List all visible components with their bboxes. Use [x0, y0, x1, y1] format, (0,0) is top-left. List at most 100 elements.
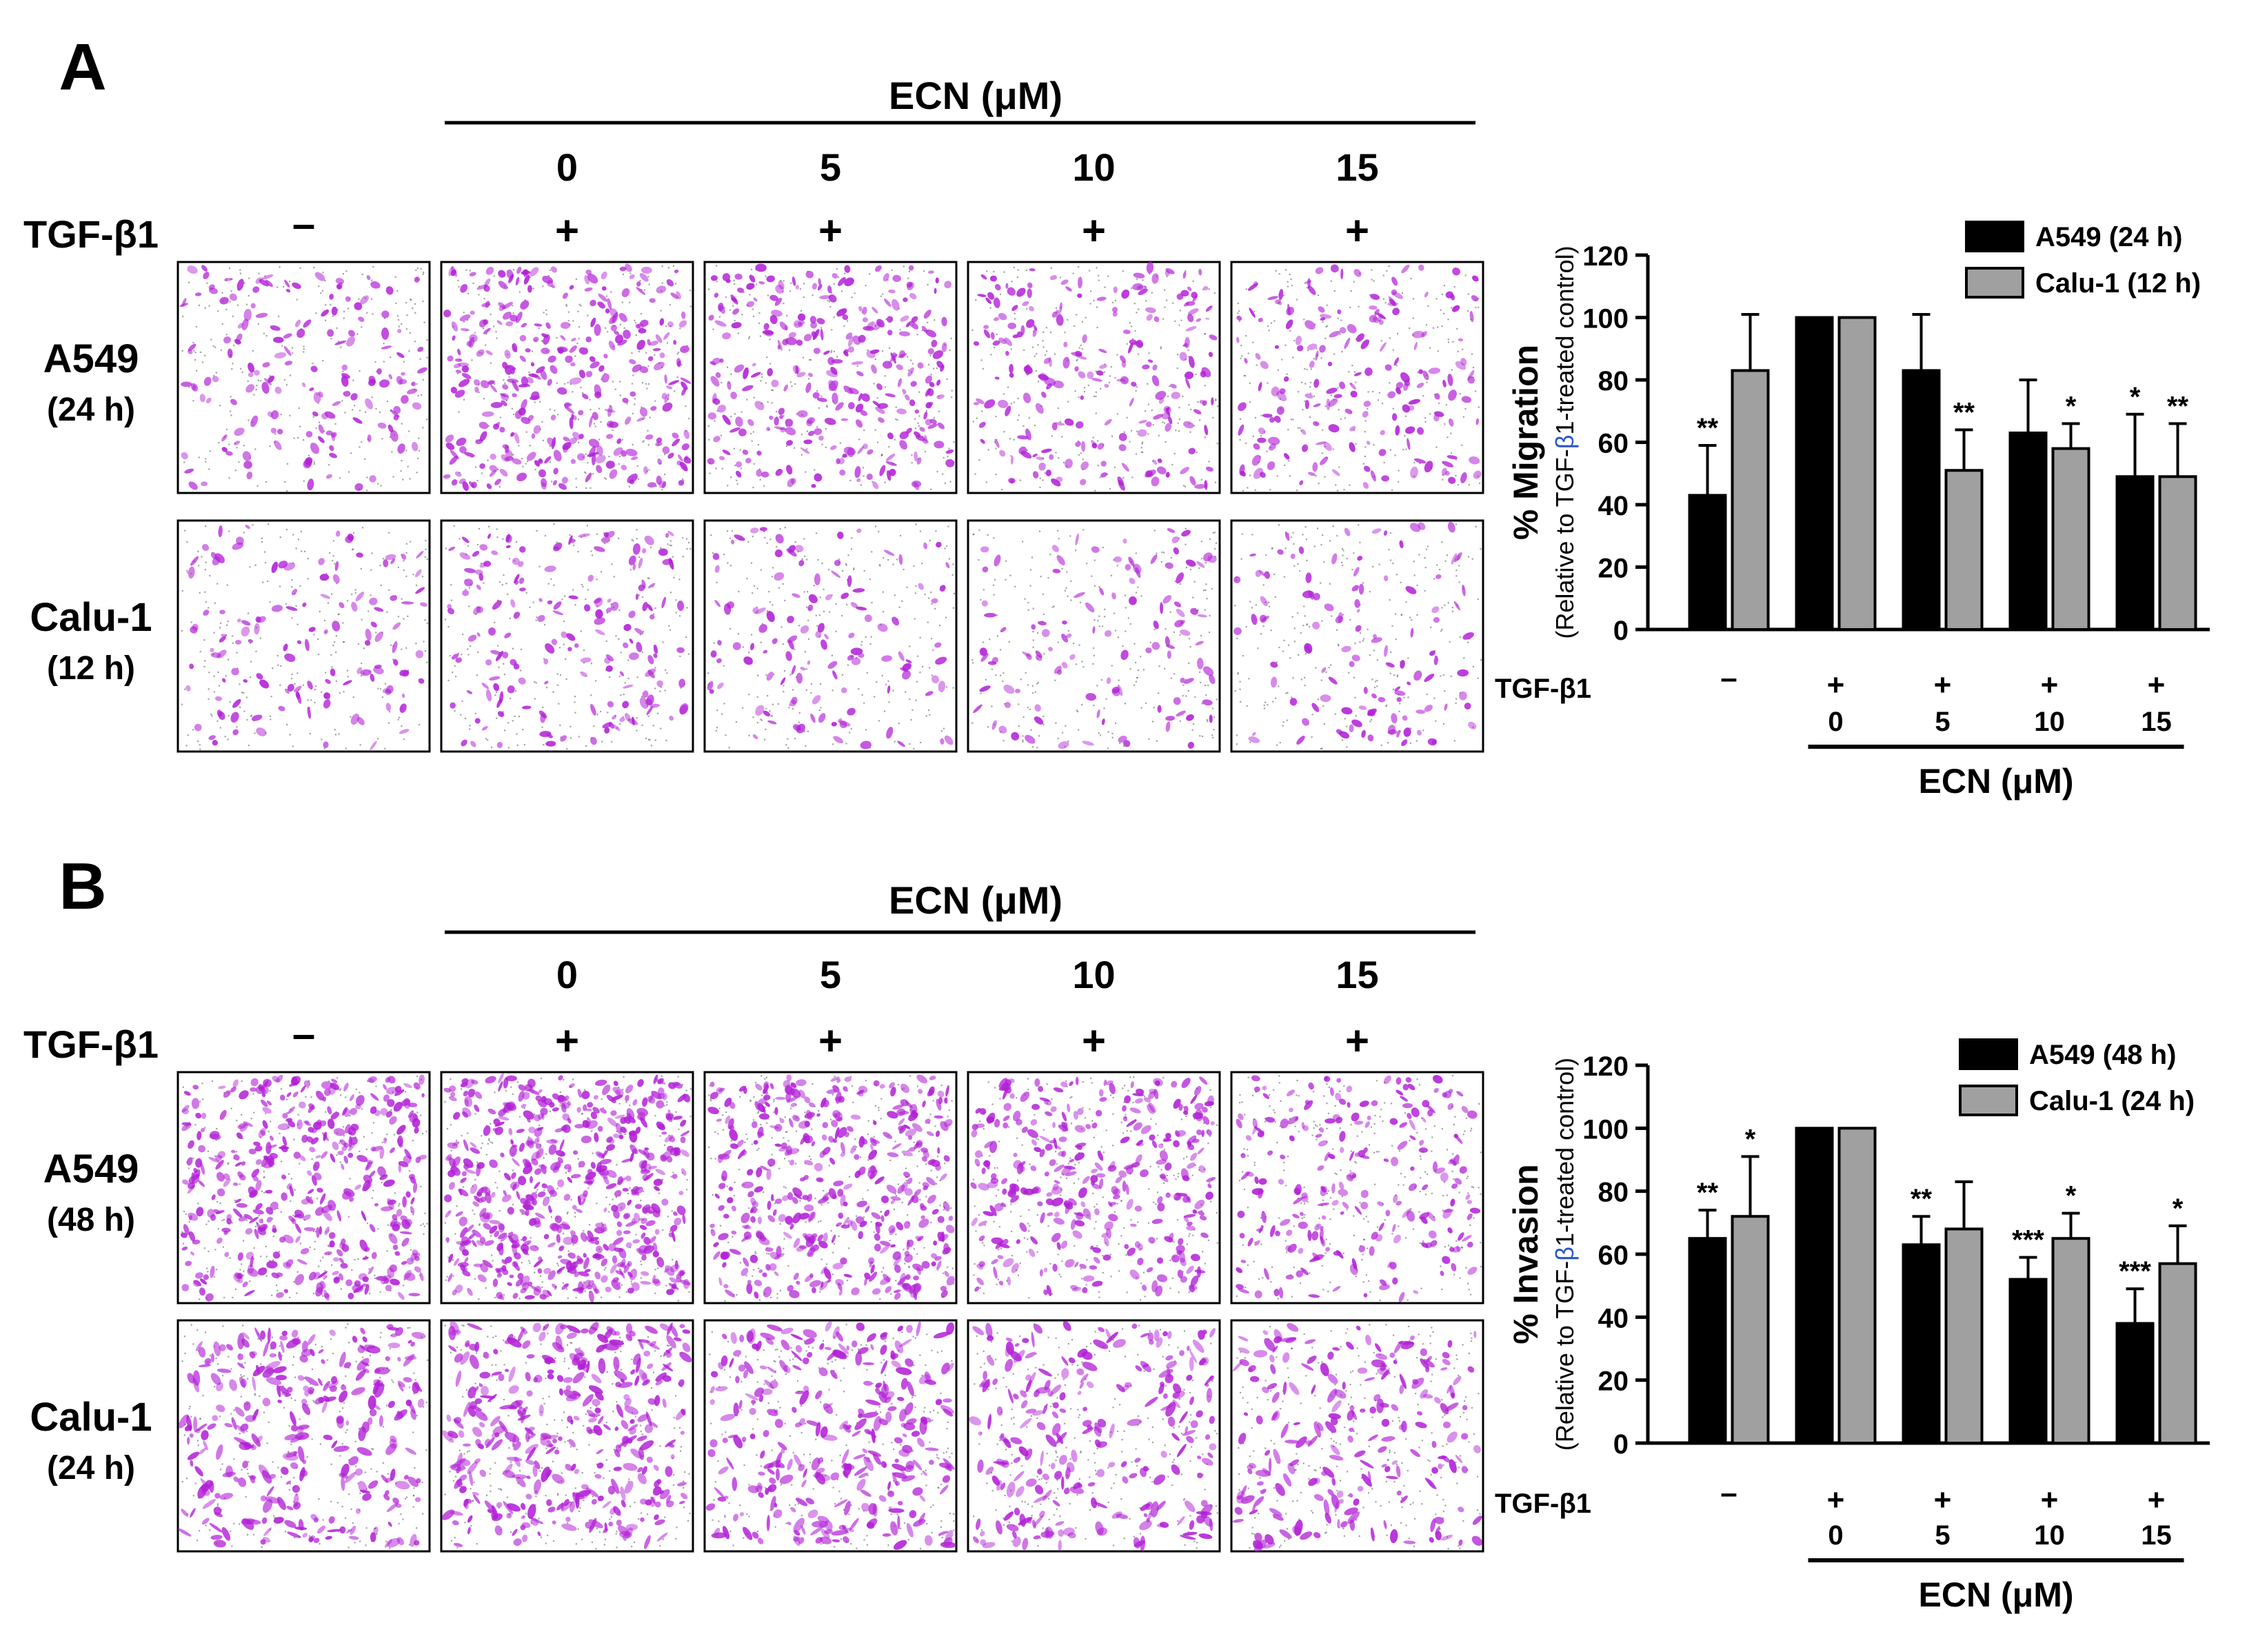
stained-cell	[455, 657, 463, 663]
stained-cell	[199, 394, 205, 403]
stained-cell	[791, 665, 796, 675]
stained-cell	[526, 452, 536, 461]
membrane-pore	[853, 568, 855, 571]
stained-cell	[1155, 390, 1167, 400]
membrane-pore	[975, 299, 977, 301]
membrane-pore	[1320, 357, 1322, 359]
stained-cell	[667, 530, 674, 536]
membrane-pore	[863, 702, 865, 704]
membrane-pore	[1340, 418, 1342, 420]
stained-cell	[1179, 352, 1187, 361]
membrane-pore	[647, 738, 650, 741]
membrane-pore	[316, 1198, 319, 1200]
membrane-pore	[501, 583, 503, 586]
stained-cell	[377, 422, 387, 429]
membrane-pore	[1341, 739, 1344, 741]
membrane-pore	[1096, 440, 1099, 442]
stained-cell	[764, 330, 774, 337]
membrane-pore	[1193, 581, 1196, 583]
membrane-pore	[1398, 710, 1400, 713]
membrane-pore	[972, 662, 974, 664]
membrane-pore	[280, 1211, 282, 1213]
stained-cell	[861, 393, 870, 402]
stained-cell	[758, 281, 765, 285]
membrane-pore	[534, 468, 536, 471]
membrane-pore	[1299, 427, 1301, 430]
membrane-pore	[1457, 484, 1459, 486]
membrane-pore	[1287, 644, 1290, 646]
micrograph	[177, 261, 431, 494]
membrane-pore	[1079, 601, 1082, 603]
membrane-pore	[756, 722, 759, 724]
membrane-pore	[1376, 659, 1379, 661]
membrane-pore	[919, 530, 922, 532]
membrane-pore	[1082, 529, 1085, 531]
membrane-pore	[303, 480, 305, 482]
stained-cell	[1129, 397, 1134, 407]
membrane-pore	[422, 273, 424, 275]
membrane-pore	[797, 551, 799, 553]
stained-cell	[1077, 293, 1082, 299]
membrane-pore	[1409, 616, 1411, 618]
membrane-pore	[641, 651, 643, 653]
tgf-sign: +	[555, 1018, 579, 1064]
stained-cell	[1330, 264, 1339, 273]
membrane-pore	[894, 741, 896, 743]
membrane-pore	[914, 418, 916, 420]
stained-cell	[792, 365, 800, 374]
stained-cell	[230, 399, 237, 405]
membrane-pore	[1009, 438, 1011, 440]
membrane-pore	[612, 429, 614, 432]
membrane-pore	[851, 296, 853, 299]
membrane-pore	[1304, 400, 1306, 402]
membrane-pore	[896, 419, 898, 421]
membrane-pore	[833, 316, 835, 319]
stained-cell	[499, 468, 508, 477]
stained-cell	[479, 544, 488, 551]
stained-cell	[1005, 283, 1009, 289]
membrane-pore	[1037, 682, 1040, 684]
membrane-pore	[1478, 406, 1480, 408]
membrane-pore	[280, 1088, 283, 1090]
membrane-pore	[772, 703, 774, 705]
membrane-pore	[871, 602, 873, 604]
membrane-pore	[634, 319, 636, 321]
membrane-pore	[1209, 538, 1211, 541]
membrane-pore	[593, 423, 596, 425]
membrane-pore	[629, 569, 632, 571]
membrane-pore	[1249, 601, 1251, 603]
membrane-pore	[1050, 267, 1052, 269]
membrane-pore	[403, 560, 405, 562]
stained-cell	[505, 449, 513, 458]
membrane-pore	[254, 732, 256, 734]
membrane-pore	[230, 290, 232, 292]
membrane-pore	[457, 279, 459, 282]
membrane-pore	[211, 715, 213, 717]
stained-cell	[551, 284, 556, 289]
stained-cell	[223, 336, 232, 344]
membrane-pore	[748, 337, 750, 339]
membrane-pore	[813, 585, 816, 587]
stained-cell	[516, 266, 522, 274]
stained-cell	[551, 638, 558, 645]
stained-cell	[1007, 322, 1016, 330]
membrane-pore	[1271, 547, 1273, 550]
membrane-pore	[249, 642, 252, 644]
membrane-pore	[1455, 570, 1458, 572]
membrane-pore	[1082, 666, 1085, 668]
membrane-pore	[366, 312, 368, 314]
membrane-pore	[285, 1098, 288, 1100]
membrane-pore	[1180, 319, 1182, 321]
membrane-pore	[840, 290, 843, 292]
stained-cell	[823, 350, 830, 355]
stained-cell	[622, 397, 629, 403]
membrane-pore	[752, 486, 754, 489]
membrane-pore	[410, 299, 412, 301]
membrane-pore	[1353, 552, 1355, 554]
membrane-pore	[1018, 703, 1020, 705]
stained-cell	[714, 320, 727, 327]
membrane-pore	[1036, 747, 1038, 749]
membrane-pore	[994, 578, 996, 581]
membrane-pore	[1296, 299, 1298, 301]
membrane-pore	[1029, 708, 1031, 710]
